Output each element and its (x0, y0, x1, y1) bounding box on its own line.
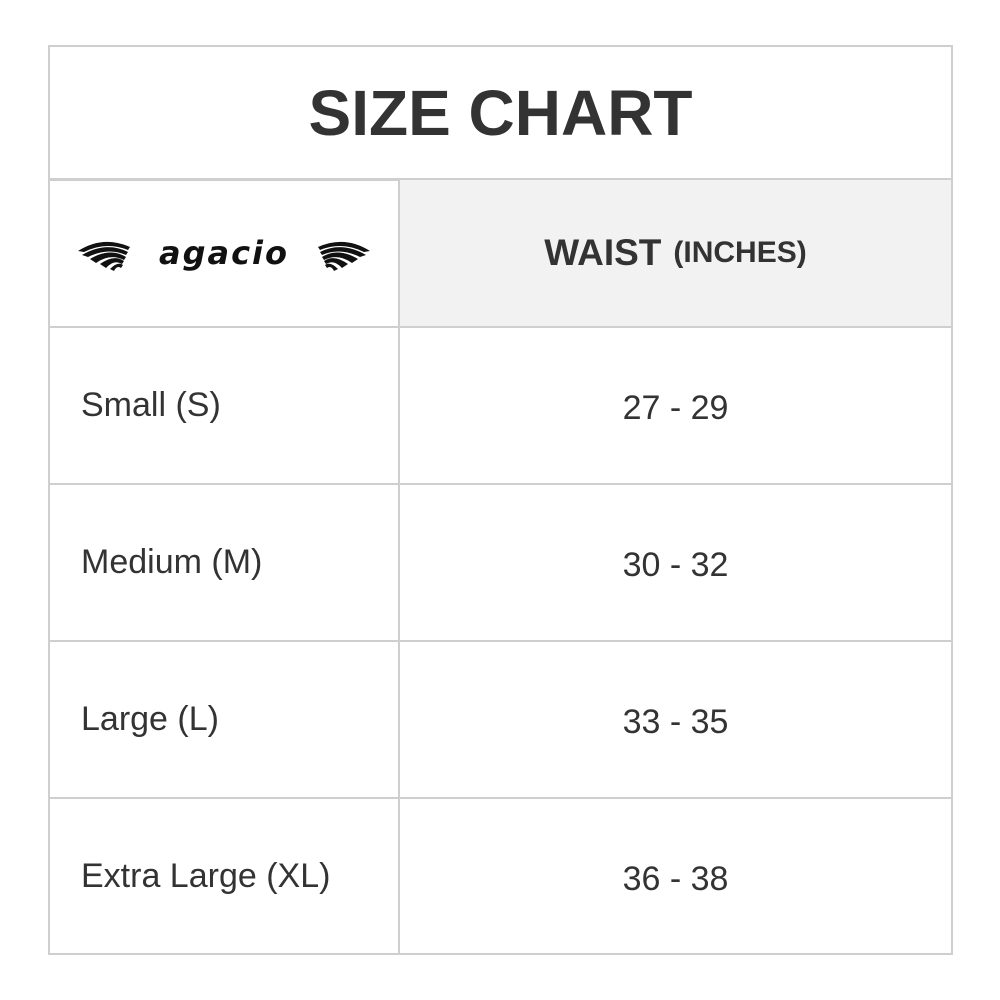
size-label-medium: Medium (M) (81, 543, 263, 581)
logo-text: agacio (159, 234, 289, 272)
column-divider (398, 180, 400, 953)
size-label-extra-large: Extra Large (XL) (81, 857, 331, 895)
page-title: SIZE CHART (308, 76, 693, 149)
waist-value-large: 33 - 35 (622, 703, 729, 741)
divider (50, 326, 951, 328)
size-label-small: Small (S) (81, 386, 221, 424)
divider (50, 640, 951, 642)
size-label-large: Large (L) (81, 700, 219, 738)
size-chart-table: SIZE CHART agacio WAIST (INCHES) Small (… (48, 45, 953, 955)
divider (50, 797, 951, 799)
waist-value-medium: 30 - 32 (622, 546, 729, 584)
agacio-logo: agacio (78, 234, 370, 272)
waist-header-unit: (INCHES) (673, 236, 807, 269)
divider (50, 178, 951, 181)
waist-value-small: 27 - 29 (622, 389, 729, 427)
divider (50, 483, 951, 485)
waist-header-label: WAIST (544, 232, 662, 273)
waist-value-extra-large: 36 - 38 (622, 860, 729, 898)
waist-column-header: WAIST (INCHES) (400, 180, 951, 326)
